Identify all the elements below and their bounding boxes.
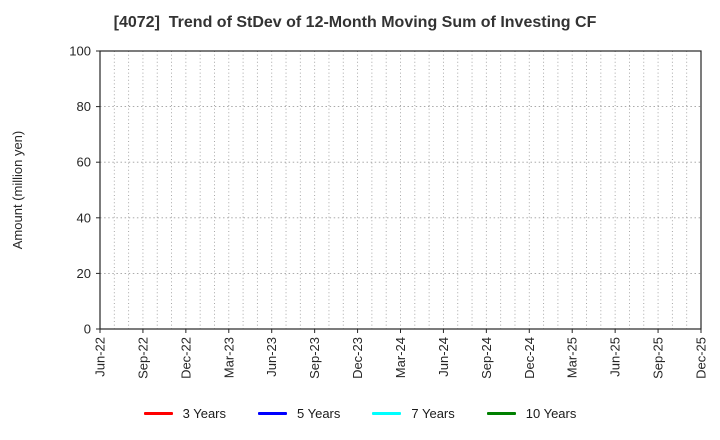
x-tick-label: Mar-25 bbox=[565, 337, 580, 378]
legend-swatch-line bbox=[486, 412, 516, 415]
x-tick-label: Sep-22 bbox=[135, 337, 150, 379]
legend-item: 3 Years bbox=[143, 406, 226, 421]
x-tick-label: Sep-23 bbox=[307, 337, 322, 379]
y-tick-label: 60 bbox=[77, 155, 91, 170]
legend-label: 5 Years bbox=[297, 406, 341, 421]
legend-label: 7 Years bbox=[411, 406, 455, 421]
legend-swatch-line bbox=[143, 412, 173, 415]
x-tick-label: Mar-23 bbox=[221, 337, 236, 378]
y-tick-label: 20 bbox=[77, 266, 91, 281]
y-tick-label: 0 bbox=[84, 322, 91, 337]
x-tick-label: Sep-24 bbox=[479, 337, 494, 379]
plot-border bbox=[99, 50, 702, 330]
y-tick-label: 80 bbox=[77, 99, 91, 114]
x-tick-label: Jun-25 bbox=[608, 337, 623, 377]
x-tick-label: Jun-24 bbox=[436, 337, 451, 377]
x-tick-label: Sep-25 bbox=[651, 337, 666, 379]
legend-label: 3 Years bbox=[182, 406, 226, 421]
x-tick-label: Jun-22 bbox=[93, 337, 108, 377]
y-tick-label: 40 bbox=[77, 210, 91, 225]
x-tick-label: Dec-24 bbox=[522, 337, 537, 379]
x-tick-label: Jun-23 bbox=[264, 337, 279, 377]
legend-swatch-line bbox=[372, 412, 402, 415]
legend-label: 10 Years bbox=[525, 406, 577, 421]
chart-title: [4072] Trend of StDev of 12-Month Moving… bbox=[113, 14, 597, 31]
x-tick-label: Mar-24 bbox=[393, 337, 408, 378]
legend-item: 7 Years bbox=[372, 406, 455, 421]
legend-swatch-line bbox=[258, 412, 287, 415]
x-tick-label: Dec-23 bbox=[350, 337, 365, 379]
legend-item: 10 Years bbox=[486, 406, 577, 421]
legend: 3 Years 5 Years 7 Years 10 Years bbox=[0, 406, 720, 421]
y-tick-label: 100 bbox=[69, 44, 91, 59]
x-tick-label: Dec-22 bbox=[178, 337, 193, 379]
x-tick-label: Dec-25 bbox=[694, 337, 709, 379]
legend-item: 5 Years bbox=[258, 406, 340, 421]
plot-area: 0 20 40 60 80 100 Jun-22 Sep-22 Dec-22 Mar-23 Jun-… bbox=[69, 44, 709, 379]
